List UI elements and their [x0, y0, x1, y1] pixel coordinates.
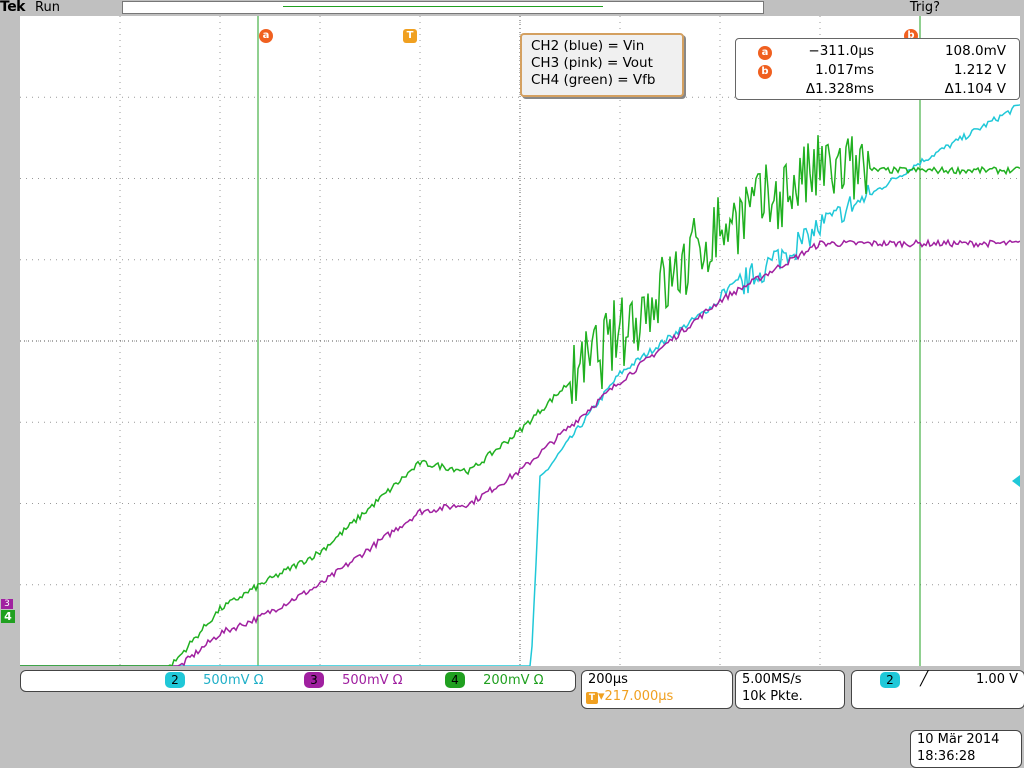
ch3-scale-value: 500mV Ω — [342, 673, 403, 688]
ch2-scale[interactable]: 2 500mV Ω — [165, 672, 264, 688]
channel-legend-note[interactable]: CH2 (blue) = Vin CH3 (pink) = Vout CH4 (… — [520, 33, 684, 97]
cursor-a-value: 108.0mV — [944, 43, 1006, 59]
top-status-bar: Tek Run Trig? — [0, 0, 1024, 16]
ch3-ground-marker[interactable]: 3 — [1, 599, 13, 609]
date: 10 Mär 2014 — [917, 732, 1000, 747]
cursor-delta-time: Δ1.328ms — [805, 81, 874, 97]
ch3-scale[interactable]: 3 500mV Ω — [304, 672, 403, 688]
timebase-readout[interactable]: 200µs T ▾217.000µs — [581, 670, 733, 709]
ch4-trace — [20, 135, 1021, 668]
ch2-trace — [20, 104, 1021, 667]
acquisition-status: Run — [35, 0, 60, 15]
legend-ch3: CH3 (pink) = Vout — [531, 55, 653, 71]
ch2-scale-value: 500mV Ω — [203, 673, 264, 688]
waveform-plot — [20, 16, 1021, 668]
trigger-readout[interactable]: 2 ╱ 1.00 V — [851, 670, 1024, 709]
acquisition-readout[interactable]: 5.00MS/s 10k Pkte. — [735, 670, 845, 709]
trigger-position: T ▾217.000µs — [586, 689, 673, 704]
ch3-badge: 3 — [304, 672, 324, 688]
cursor-b-icon: b — [758, 62, 772, 79]
ch4-badge: 4 — [445, 672, 465, 688]
cursor-delta-value: Δ1.104 V — [944, 81, 1006, 97]
ch4-ground-marker[interactable]: 4 — [1, 610, 15, 623]
record-view-bar[interactable] — [122, 1, 764, 14]
cursor-a-icon: a — [758, 43, 772, 60]
date-time-readout: 10 Mär 2014 18:36:28 — [910, 730, 1022, 768]
channel-scale-bar[interactable]: 2 500mV Ω 3 500mV Ω 4 200mV Ω — [20, 670, 576, 692]
ch4-scale[interactable]: 4 200mV Ω — [445, 672, 544, 688]
ch2-badge: 2 — [165, 672, 185, 688]
legend-ch2: CH2 (blue) = Vin — [531, 38, 645, 54]
legend-ch4: CH4 (green) = Vfb — [531, 72, 656, 88]
brand-logo: Tek — [0, 0, 26, 15]
trigger-icon: T — [586, 692, 598, 704]
trigger-position-value: ▾217.000µs — [598, 689, 674, 704]
cursor-a-marker[interactable]: a — [259, 23, 273, 43]
waveform-display[interactable] — [20, 16, 1021, 668]
ch3-trace — [20, 238, 1021, 667]
time: 18:36:28 — [917, 749, 976, 764]
sample-rate: 5.00MS/s — [742, 672, 802, 687]
cursor-b-time: 1.017ms — [815, 62, 874, 78]
rising-edge-icon: ╱ — [920, 671, 929, 687]
cursor-a-time: −311.0µs — [808, 43, 874, 59]
trigger-level-marker[interactable] — [1012, 475, 1020, 487]
trigger-source: 2 — [880, 672, 900, 688]
trigger-level: 1.00 V — [976, 672, 1018, 687]
record-window[interactable] — [283, 6, 603, 7]
record-length: 10k Pkte. — [742, 689, 803, 704]
cursor-b-value: 1.212 V — [953, 62, 1006, 78]
trigger-status: Trig? — [909, 0, 940, 15]
trigger-source-badge: 2 — [880, 672, 900, 688]
trigger-position-marker[interactable]: T — [403, 23, 417, 43]
ch4-scale-value: 200mV Ω — [483, 673, 544, 688]
cursor-readout: a −311.0µs 108.0mV b 1.017ms 1.212 V Δ1.… — [735, 38, 1020, 100]
time-per-div: 200µs — [588, 672, 628, 687]
